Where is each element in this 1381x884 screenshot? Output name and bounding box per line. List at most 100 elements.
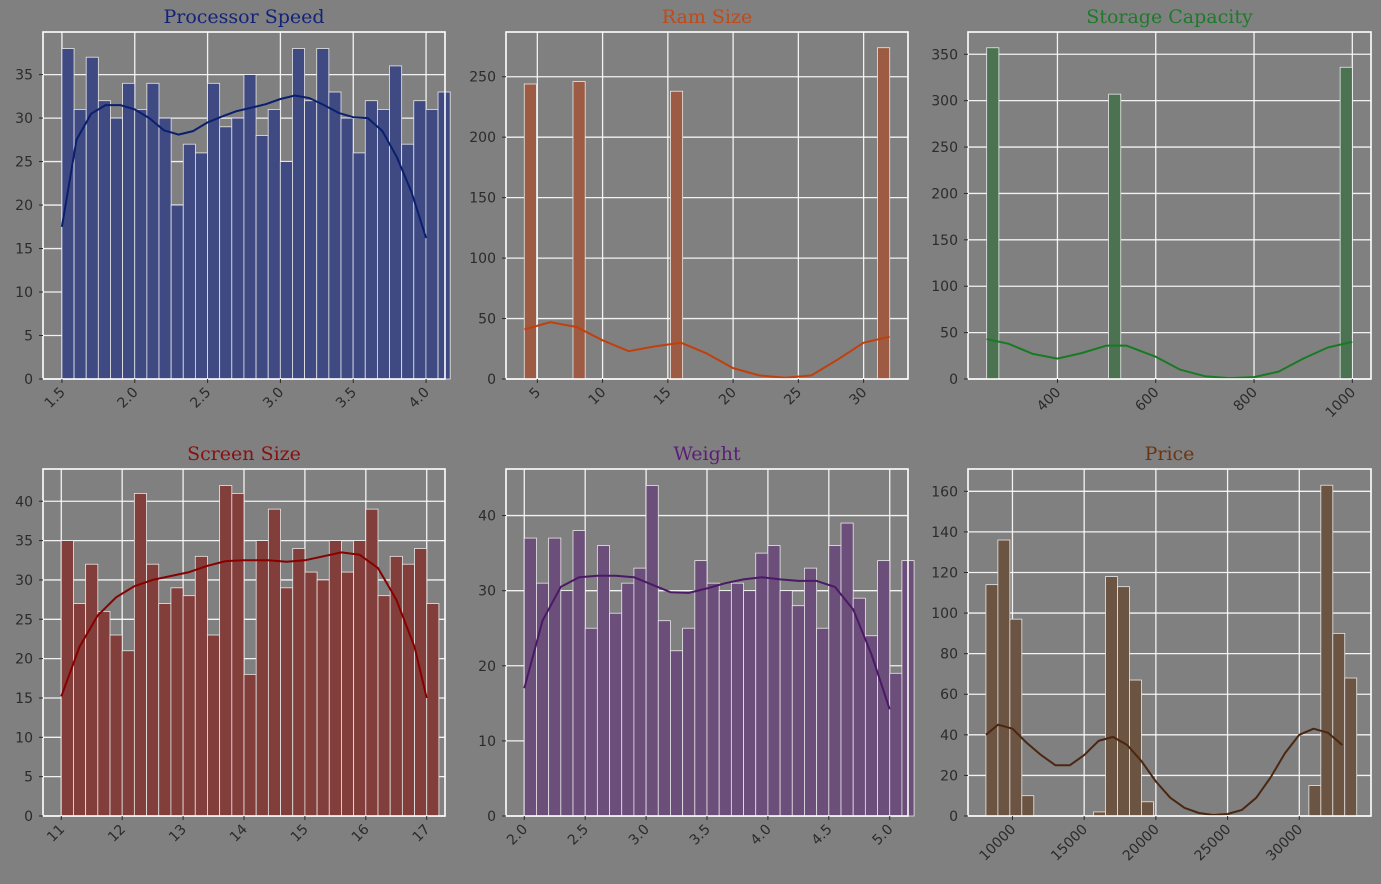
histogram-bar [1009, 618, 1023, 817]
histogram-bar [316, 579, 330, 817]
y-tick-label: 40 [15, 494, 33, 510]
histogram-bar [280, 587, 294, 817]
x-tick-label: 2.0 [504, 822, 531, 849]
histogram-bar [572, 530, 586, 817]
x-tick-label: 1000 [1323, 385, 1360, 422]
y-tick-label: 35 [15, 534, 33, 550]
histogram-bar [425, 109, 439, 380]
histogram-panel: Ram Size 0 50 100 150 200 250 5 10 15 20 25 30 [469, 6, 909, 409]
histogram-bar [1021, 795, 1035, 817]
x-tick-label: 400 [1034, 385, 1064, 415]
histogram-bar [292, 48, 305, 380]
x-tick-label: 12 [105, 822, 129, 846]
y-tick-label: 40 [940, 728, 958, 744]
x-tick-label: 3.0 [260, 385, 287, 412]
x-tick-label: 15000 [1048, 822, 1091, 865]
x-tick-label: 11 [44, 822, 68, 846]
y-tick-label: 200 [469, 130, 496, 146]
histogram-bar [852, 597, 866, 817]
histogram-bar [255, 540, 269, 817]
plot-area [506, 32, 908, 379]
histogram-panel: Storage Capacity 0 50 100 150 200 250 300 350 400… [931, 6, 1372, 422]
histogram-bar [364, 100, 378, 380]
histogram-bar [182, 595, 196, 817]
histogram-panel: Screen Size 0 5 10 15 20 25 30 35 40 11 12 13 14 15 16 1… [15, 443, 446, 846]
histogram-bar [426, 603, 440, 817]
y-tick-label: 0 [949, 809, 958, 825]
histogram-bar [73, 109, 87, 380]
x-tick-label: 3.5 [687, 822, 714, 849]
histogram-bar [718, 590, 732, 817]
histogram-bar [1308, 785, 1322, 817]
chart-title: Ram Size [662, 6, 752, 28]
y-tick-label: 300 [931, 94, 958, 110]
histogram-bar [182, 143, 196, 380]
y-tick-label: 140 [931, 525, 958, 541]
kde-curve [985, 723, 1343, 816]
y-tick-label: 25 [15, 155, 33, 171]
histogram-bar [194, 555, 208, 817]
x-tick-label: 800 [1231, 385, 1261, 415]
histogram-bar [122, 82, 136, 380]
kde-curve [60, 94, 428, 239]
x-tick-label: 15 [651, 385, 675, 409]
histogram-bar [816, 627, 830, 817]
histogram-bar [292, 548, 306, 817]
histogram-bar [1141, 801, 1154, 817]
histogram-bar [352, 152, 366, 380]
histogram-bar [158, 117, 172, 380]
y-tick-label: 250 [469, 70, 496, 86]
histogram-bar [170, 587, 184, 817]
y-tick-label: 0 [24, 809, 33, 825]
chart-title: Processor Speed [163, 6, 324, 28]
y-tick-label: 0 [949, 372, 958, 388]
histogram-bar [1339, 66, 1353, 380]
histogram-bar [560, 590, 574, 817]
y-tick-label: 100 [469, 251, 496, 267]
histogram-bar [889, 672, 903, 817]
y-tick-label: 15 [15, 691, 33, 707]
x-tick-label: 1.5 [42, 385, 69, 412]
y-tick-label: 100 [931, 279, 958, 295]
y-tick-label: 25 [15, 612, 33, 628]
plot-frame [967, 31, 1372, 380]
y-tick-label: 150 [931, 233, 958, 249]
y-tick-label: 120 [931, 565, 958, 581]
histogram-bar [536, 582, 550, 817]
x-tick-label: 4.0 [748, 822, 775, 849]
x-tick-label: 14 [227, 821, 251, 845]
kde-curve [524, 321, 890, 379]
histogram-bar [194, 152, 208, 380]
histogram-bar [353, 540, 367, 817]
y-tick-label: 30 [15, 111, 33, 127]
histogram-bar [1320, 484, 1334, 817]
histogram-bar [985, 584, 999, 817]
y-tick-label: 20 [15, 198, 33, 214]
histogram-panel: Processor Speed 0 5 10 15 20 25 30 35 1.5 2.0 2.5 3.… [15, 6, 451, 412]
plot-frame [505, 31, 909, 380]
histogram-bar [304, 100, 318, 380]
x-tick-label: 20 [716, 385, 740, 409]
x-tick-label: 30000 [1263, 822, 1306, 865]
histogram-bar [389, 65, 403, 380]
plot-frame [967, 468, 1372, 817]
x-tick-label: 2.5 [565, 822, 592, 849]
x-tick-label: 4.5 [809, 822, 836, 849]
histogram-bar [791, 605, 805, 817]
x-tick-label: 13 [166, 822, 190, 846]
histogram-bar [743, 590, 757, 817]
y-tick-label: 10 [15, 730, 33, 746]
histogram-bar [207, 634, 221, 817]
x-tick-label: 2.0 [115, 385, 142, 412]
histogram-bar [328, 91, 342, 380]
kde-curve [986, 338, 1353, 380]
histogram-bar [401, 143, 415, 380]
chart-title: Weight [673, 443, 741, 465]
histogram-bar [523, 83, 537, 380]
y-tick-label: 30 [15, 573, 33, 589]
histogram-bar [596, 545, 610, 817]
histogram-bar [840, 522, 854, 817]
y-tick-label: 160 [931, 484, 958, 500]
histogram-bar [694, 560, 708, 817]
x-tick-label: 5.0 [869, 822, 896, 849]
